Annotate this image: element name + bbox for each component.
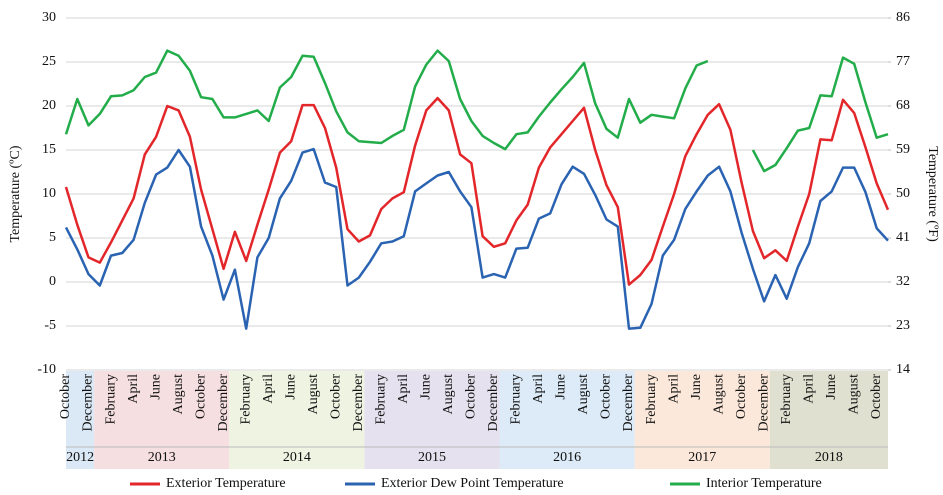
legend: Exterior Temperature Exterior Dew Point T… — [130, 476, 822, 491]
y2-tick-label: 14 — [896, 362, 910, 377]
x-tick-label: April — [396, 374, 411, 404]
x-tick-label: April — [126, 374, 141, 404]
y2-tick-label: 86 — [896, 10, 910, 25]
y-tick-label: 0 — [49, 274, 56, 289]
x-tick-label: August — [441, 374, 456, 415]
year-label: 2012 — [66, 450, 94, 465]
x-tick-label: February — [374, 374, 389, 425]
x-tick-label: October — [734, 374, 749, 419]
year-label: 2016 — [553, 450, 581, 465]
x-tick-label: December — [351, 374, 366, 432]
y2-tick-label: 23 — [896, 318, 910, 333]
y-tick-label: -5 — [44, 318, 56, 333]
y-tick-label: -10 — [37, 362, 56, 377]
year-band — [634, 371, 770, 469]
y2-tick-label: 77 — [896, 54, 910, 69]
y2-axis-title: Temperature (ºF) — [925, 146, 940, 242]
x-tick-label: February — [644, 374, 659, 425]
x-tick-label: October — [193, 374, 208, 419]
legend-label: Exterior Temperature — [166, 476, 286, 491]
x-tick-label: February — [238, 374, 253, 425]
x-tick-label: June — [689, 374, 704, 400]
x-tick-label: February — [509, 374, 524, 425]
x-tick-label: October — [464, 374, 479, 419]
series-line — [64, 96, 890, 286]
series-line — [64, 49, 709, 151]
x-tick-label: April — [261, 374, 276, 404]
y-axis-title: Temperature (ºC) — [8, 145, 23, 242]
x-tick-label: June — [148, 374, 163, 400]
x-tick-label: December — [486, 374, 501, 432]
x-tick-label: December — [621, 374, 636, 432]
x-tick-label: August — [306, 374, 321, 415]
y2-tick-label: 32 — [896, 274, 910, 289]
x-tick-label: April — [801, 374, 816, 404]
y-tick-label: 25 — [42, 54, 56, 69]
y2-tick-label: 59 — [896, 142, 910, 157]
x-tick-label: October — [328, 374, 343, 419]
year-label: 2015 — [418, 450, 446, 465]
x-tick-label: June — [554, 374, 569, 400]
x-tick-label: June — [824, 374, 839, 400]
y-tick-label: 15 — [42, 142, 56, 157]
y-tick-label: 30 — [42, 10, 56, 25]
year-band — [364, 371, 500, 469]
x-tick-label: August — [711, 374, 726, 415]
x-tick-label: February — [103, 374, 118, 425]
year-band — [229, 371, 365, 469]
y-tick-label: 20 — [42, 98, 56, 113]
x-tick-label: December — [216, 374, 231, 432]
year-band — [769, 371, 888, 469]
y2-tick-label: 68 — [896, 98, 910, 113]
x-tick-label: June — [419, 374, 434, 400]
x-tick-label: June — [283, 374, 298, 400]
year-label: 2014 — [283, 450, 311, 465]
year-label: 2013 — [148, 450, 176, 465]
x-tick-label: October — [869, 374, 884, 419]
x-tick-label: October — [58, 374, 73, 419]
y2-tick-label: 50 — [896, 186, 910, 201]
year-band — [66, 371, 95, 469]
x-tick-label: February — [779, 374, 794, 425]
year-label: 2017 — [688, 450, 716, 465]
series-line — [64, 147, 889, 330]
legend-label: Exterior Dew Point Temperature — [381, 476, 564, 491]
series-line — [751, 56, 889, 173]
x-tick-label: August — [171, 374, 186, 415]
legend-label: Interior Temperature — [706, 476, 822, 491]
year-band — [499, 371, 635, 469]
x-tick-label: April — [666, 374, 681, 404]
year-label: 2018 — [815, 450, 843, 465]
x-tick-label: August — [576, 374, 591, 415]
year-band — [94, 371, 230, 469]
y-tick-label: 10 — [42, 186, 56, 201]
y-tick-label: 5 — [49, 230, 56, 245]
x-tick-label: October — [599, 374, 614, 419]
x-tick-label: December — [81, 374, 96, 432]
x-tick-label: April — [531, 374, 546, 404]
x-tick-label: December — [756, 374, 771, 432]
x-tick-label: August — [846, 374, 861, 415]
y2-tick-label: 41 — [896, 230, 910, 245]
